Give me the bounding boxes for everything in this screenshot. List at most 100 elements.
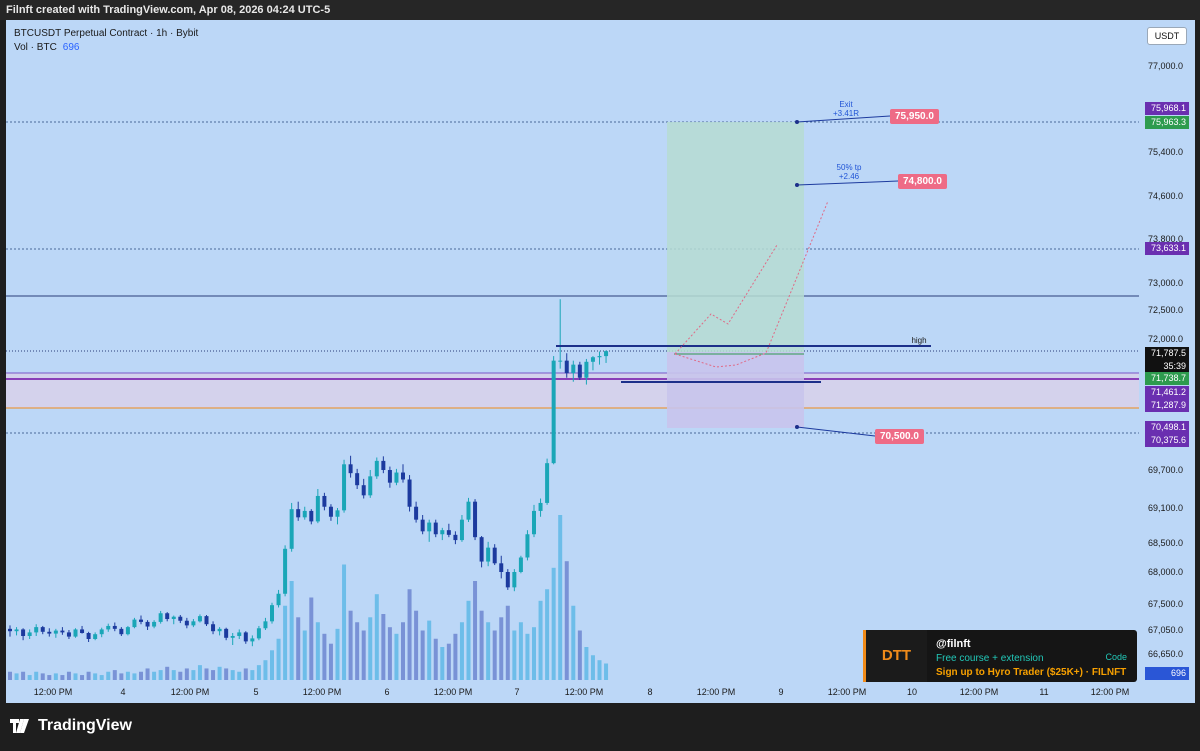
volume-bar [348,610,353,680]
candle-body [446,530,451,535]
candle-body [289,509,294,549]
candle-body [473,501,478,538]
candle-body [47,631,52,634]
high-label: high [911,336,927,345]
volume-bar [66,671,71,680]
volume-bar [309,597,314,680]
volume-label: Vol · BTC [14,42,57,53]
volume-bar [224,668,229,680]
time-tick-label: 12:00 PM [1090,687,1130,697]
volume-bar [178,671,183,680]
candle-body [40,627,45,632]
time-tick-label: 12:00 PM [433,687,473,697]
price-tick-label: 69,700.0 [1147,465,1183,475]
price-tag: 75,968.1 [1145,102,1189,115]
candle-body [571,364,576,374]
projection-path-1 [674,244,778,355]
time-tick-label: 5 [253,687,259,697]
exit-note: Exit +3.41R [832,100,860,118]
candle-body [243,632,248,642]
volume-bar [296,617,301,680]
stop-price-box[interactable]: 70,500.0 [875,429,924,444]
volume-bar [328,643,333,680]
candle-body [191,621,196,626]
candle-body [224,628,229,638]
candle-body [355,473,360,486]
volume-bar [414,610,419,680]
volume-legend[interactable]: Vol · BTC 696 [14,42,79,53]
volume-bar [427,620,432,680]
volume-bar [211,670,216,680]
candle-body [270,605,274,622]
volume-bar [270,650,274,680]
candle-body [139,619,143,622]
promo-signup-text[interactable]: Sign up to Hyro Trader ($25K+) · FILNFT [936,667,1127,678]
candle-body [197,616,202,622]
candle-body [256,628,261,639]
volume-bar [538,600,543,680]
candle-body [427,522,432,532]
volume-bar [73,673,78,680]
volume-bar [60,675,65,680]
candle-body [283,548,288,594]
candle-body [414,506,419,520]
tp-price-box[interactable]: 74,800.0 [898,174,947,189]
volume-bar [230,670,235,680]
volume-bar [558,515,563,680]
time-tick-label: 12:00 PM [696,687,736,697]
symbol-legend[interactable]: BTCUSDT Perpetual Contract · 1h · Bybit [14,28,199,39]
exit-connector [796,115,891,123]
stop-connector [796,426,876,437]
candle-body [125,627,130,635]
volume-bar [342,564,347,680]
volume-bar [256,665,261,680]
volume-bar [545,589,550,680]
candle-body [217,628,222,632]
volume-bar [289,581,294,680]
chart-area[interactable]: BTCUSDT Perpetual Contract · 1h · Bybit … [6,20,1195,703]
candle-body [466,501,471,520]
volume-bar [21,671,26,680]
candle-body [505,572,510,588]
volume-bar [47,675,52,680]
volume-bar [197,665,202,680]
candle-body [145,621,150,627]
candle-body [518,557,523,572]
tradingview-logo-icon [10,719,29,733]
time-tick-label: 11 [1039,687,1049,697]
candle-body [479,537,484,562]
candle-body [335,510,340,517]
currency-button[interactable]: USDT [1147,27,1187,45]
candle-body [492,547,497,564]
candle-body [34,627,39,633]
volume-bar [125,671,130,680]
candle-body [545,463,550,503]
volume-bar [263,660,268,680]
candle-body [21,629,26,636]
volume-bar [361,630,366,680]
candle-body [512,572,517,588]
price-tick-label: 67,050.0 [1147,625,1183,635]
time-tick-label: 6 [384,687,390,697]
volume-bar [459,622,464,680]
volume-value: 696 [62,42,80,53]
chart-canvas[interactable] [6,20,1195,703]
tradingview-logo[interactable]: TradingView [10,717,132,735]
promo-banner[interactable]: DTT @filnft Free course + extension Sign… [863,630,1137,682]
volume-bar [86,671,91,680]
price-tag: 71,738.7 [1145,372,1189,385]
candle-body [368,476,373,496]
candle-body [165,613,170,620]
candle-body [309,510,314,522]
candle-body [322,495,327,507]
exit-price-box[interactable]: 75,950.0 [890,109,939,124]
volume-bar [80,675,85,680]
price-tick-label: 73,000.0 [1147,278,1183,288]
volume-bar [171,670,176,680]
candle-body [453,534,458,541]
candle-body [342,464,347,511]
candle-body [420,519,425,532]
volume-bar [119,673,124,680]
volume-bar [374,594,379,680]
volume-bar [525,633,530,680]
